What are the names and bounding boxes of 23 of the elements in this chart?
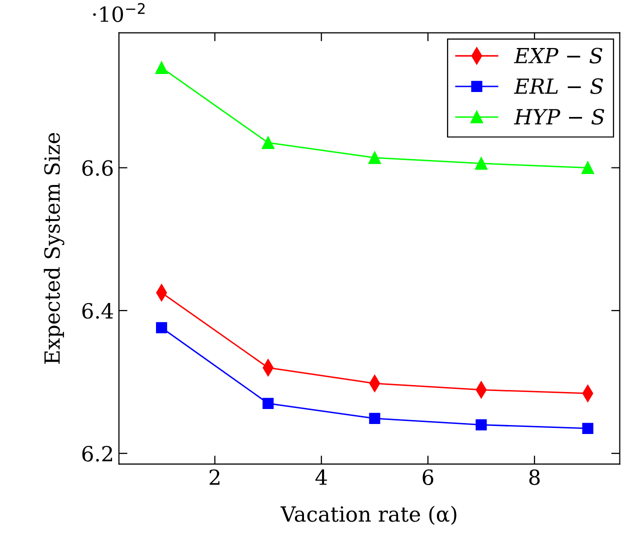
point: [582, 422, 594, 434]
point: [368, 151, 381, 164]
point: [582, 161, 594, 174]
x-tick-label: 2: [210, 469, 220, 485]
x-tick-label: 8: [529, 469, 540, 486]
point: [156, 322, 168, 334]
legend-label: EXP − S: [514, 48, 602, 64]
legend-label: HYP − S: [514, 108, 604, 125]
point: [262, 136, 274, 149]
x-tick-label: 4: [315, 469, 327, 485]
x-tick-label: 6: [422, 469, 434, 486]
point: [155, 62, 168, 74]
point: [474, 157, 488, 170]
x-axis-title: Vacation rate (α): [280, 506, 456, 525]
text: ·10$^{−2}$: [93, 3, 145, 22]
y-tick-label: 6.2: [82, 446, 112, 462]
y-tick-label: 6.6: [82, 160, 113, 176]
y-axis-title: Expected System Size: [44, 132, 64, 364]
y-tick-label: 6.4: [82, 303, 114, 319]
point: [262, 398, 274, 409]
legend-label: ERL − S: [514, 78, 604, 94]
point: [476, 419, 487, 430]
point: [369, 412, 380, 424]
